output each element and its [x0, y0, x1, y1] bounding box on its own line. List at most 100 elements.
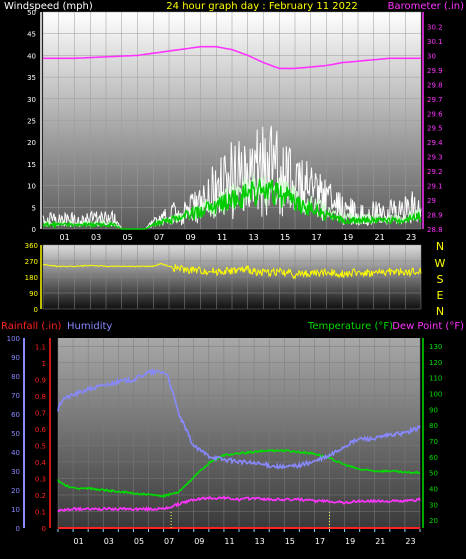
- wind-gust-line: [42, 125, 422, 230]
- direction-series: [43, 263, 422, 280]
- wind-barometer-panel: 0510152025303540455028.828.92929.129.229…: [4, 1, 464, 242]
- barometer-tick-label: 28.8: [427, 226, 443, 234]
- temperature-line: [57, 448, 421, 499]
- rainfall-tick-label: 1: [42, 360, 46, 368]
- temperature-hour-tick-label: 03: [104, 537, 114, 546]
- barometer-tick-label: 30: [427, 52, 436, 60]
- barometer-tick-label: 29.5: [427, 125, 443, 133]
- temperature-series: [57, 367, 421, 529]
- wind-hour-tick-label: 13: [249, 233, 259, 242]
- wind-hour-tick-label: 21: [375, 233, 385, 242]
- rainfall-tick-label: 0.9: [35, 376, 46, 384]
- windspeed-tick-label: 0: [32, 226, 36, 234]
- dewpoint-axis-label: Dew Point (°F): [392, 321, 464, 332]
- wind-hour-tick-label: 09: [186, 233, 196, 242]
- wind-hour-tick-label: 05: [123, 233, 133, 242]
- barometer-tick-label: 29.1: [427, 183, 443, 191]
- humidity-tick-label: 30: [11, 468, 20, 476]
- temperature-hour-tick-label: 17: [315, 537, 325, 546]
- barometer-tick-label: 30.2: [427, 23, 443, 31]
- temperature-tick-label: 70: [429, 438, 438, 446]
- wind-hour-tick-label: 19: [343, 233, 353, 242]
- direction-tick-label: 90: [29, 290, 38, 298]
- rainfall-tick-label: 0.2: [35, 492, 46, 500]
- rain-humidity-temperature-panel: 00.10.20.30.40.50.60.70.80.911.101020304…: [1, 321, 464, 546]
- wind-direction-panel: 0 90 180 270 360 N W S E N: [25, 240, 446, 318]
- windspeed-tick-label: 35: [27, 74, 36, 82]
- rainfall-tick-label: 0.3: [35, 475, 46, 483]
- humidity-tick-label: 60: [11, 411, 20, 419]
- compass-west: W: [435, 257, 446, 270]
- rainfall-tick-label: 0.5: [35, 442, 46, 450]
- windspeed-tick-label: 25: [27, 118, 36, 126]
- windspeed-tick-label: 30: [27, 96, 36, 104]
- compass-east: E: [437, 289, 444, 302]
- temperature-hour-tick-label: 05: [134, 537, 144, 546]
- humidity-tick-label: 40: [11, 449, 20, 457]
- rainfall-tick-label: 0: [42, 525, 46, 533]
- barometer-tick-label: 29.7: [427, 96, 443, 104]
- barometer-line: [43, 45, 421, 70]
- humidity-tick-label: 50: [11, 430, 20, 438]
- temperature-tick-label: 60: [429, 454, 438, 462]
- temperature-hour-tick-label: 07: [164, 537, 174, 546]
- barometer-tick-label: 29.9: [427, 67, 443, 75]
- rainfall-tick-label: 0.6: [35, 426, 47, 434]
- barometer-tick-label: 29.4: [427, 139, 443, 147]
- windspeed-tick-label: 15: [27, 161, 36, 169]
- wind-series: [42, 45, 422, 230]
- temperature-hour-tick-label: 11: [224, 537, 234, 546]
- windspeed-tick-label: 10: [27, 183, 36, 191]
- humidity-tick-label: 0: [16, 525, 20, 533]
- temperature-hour-tick-label: 01: [74, 537, 84, 546]
- wind-direction-line: [43, 263, 422, 280]
- wind-hour-tick-label: 01: [60, 233, 70, 242]
- windspeed-axis-label: Windspeed (mph): [4, 1, 93, 12]
- windspeed-tick-label: 5: [32, 204, 36, 212]
- direction-tick-label: 360: [25, 242, 38, 250]
- direction-axes: 0 90 180 270 360: [25, 242, 42, 314]
- compass-north-bottom: N: [436, 305, 444, 318]
- temperature-tick-label: 40: [429, 485, 438, 493]
- humidity-axis-label: Humidity: [67, 321, 112, 332]
- rainfall-axis-label: Rainfall (.in): [1, 321, 62, 332]
- barometer-tick-label: 28.9: [427, 212, 443, 220]
- temperature-hour-tick-label: 09: [194, 537, 204, 546]
- humidity-tick-label: 80: [11, 373, 20, 381]
- windspeed-tick-label: 20: [27, 139, 36, 147]
- rainfall-tick-label: 0.4: [35, 459, 47, 467]
- temperature-tick-label: 120: [429, 359, 442, 367]
- direction-tick-label: 0: [34, 306, 38, 314]
- direction-tick-label: 180: [25, 274, 38, 282]
- wind-hour-tick-label: 11: [217, 233, 227, 242]
- temperature-hour-tick-label: 13: [255, 537, 265, 546]
- barometer-axis-label: Barometer (.in): [388, 1, 464, 12]
- temperature-tick-label: 100: [429, 390, 442, 398]
- wind-average-line: [42, 178, 422, 230]
- temperature-axes: 00.10.20.30.40.50.60.70.80.911.101020304…: [7, 335, 443, 546]
- windspeed-tick-label: 50: [27, 9, 36, 17]
- rainfall-tick-label: 1.1: [35, 343, 46, 351]
- temperature-tick-label: 110: [429, 375, 442, 383]
- humidity-tick-label: 70: [11, 392, 20, 400]
- wind-hour-tick-label: 17: [312, 233, 322, 242]
- windspeed-tick-label: 45: [27, 31, 36, 39]
- direction-gridlines: [42, 244, 422, 310]
- barometer-tick-label: 29.6: [427, 110, 443, 118]
- temperature-tick-label: 90: [429, 406, 438, 414]
- dewpoint-line: [57, 495, 421, 513]
- temperature-hour-tick-label: 19: [345, 537, 355, 546]
- wind-hour-tick-label: 07: [154, 233, 164, 242]
- rainfall-tick-label: 0.8: [35, 393, 46, 401]
- temperature-gridlines: [57, 338, 421, 529]
- temperature-tick-label: 30: [429, 501, 438, 509]
- wind-axes: 0510152025303540455028.828.92929.129.229…: [27, 9, 443, 242]
- barometer-tick-label: 29.8: [427, 81, 443, 89]
- temperature-hour-tick-label: 23: [405, 537, 415, 546]
- humidity-tick-label: 20: [11, 487, 20, 495]
- temperature-hour-tick-label: 21: [375, 537, 385, 546]
- temperature-tick-label: 50: [429, 470, 438, 478]
- wind-hour-tick-label: 15: [280, 233, 290, 242]
- direction-tick-label: 270: [25, 258, 38, 266]
